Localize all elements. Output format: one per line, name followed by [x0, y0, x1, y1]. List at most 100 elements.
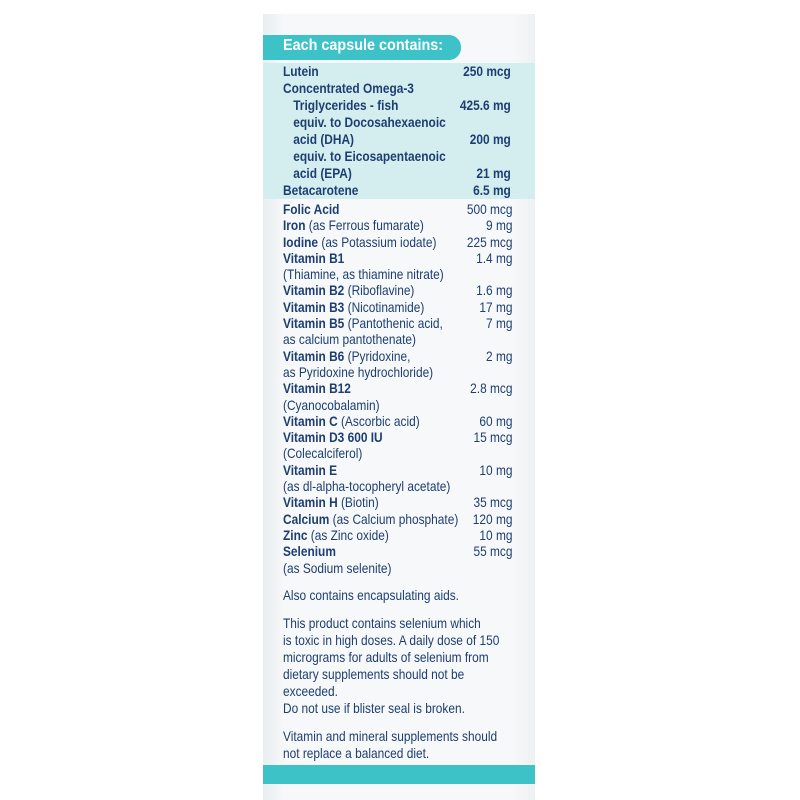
row: Iodine (as Potassium iodate) 225 mcg [283, 234, 513, 250]
note-line: This product contains selenium which [283, 614, 481, 631]
nutrient-detail: (Cyanocobalamin) [283, 396, 380, 413]
label-line: Calcium (as Calcium phosphate) [283, 511, 458, 527]
label-line: Vitamin B3 (Nicotinamide) [283, 299, 424, 315]
label: equiv. to Eicosapentaenoic acid (EPA) [283, 148, 446, 182]
label: Selenium (as Sodium selenite) [283, 543, 391, 576]
amount: 6.5 mg [473, 182, 511, 198]
nutrient-name: Vitamin B12 [283, 380, 351, 397]
amount: 60 mg [479, 412, 513, 429]
nutrient-detail: (Colecalciferol) [283, 445, 363, 462]
label: Triglycerides - fish [283, 97, 398, 114]
label-line: Lutein [283, 63, 319, 79]
label: Vitamin B1 (Thiamine, as thiamine nitrate… [283, 250, 444, 283]
nutrient-name: Calcium [283, 510, 330, 527]
label-line: Vitamin H (Biotin) [283, 494, 379, 510]
amount: 225 mcg [466, 233, 513, 250]
label-line: equiv. to Eicosapentaenoic [293, 148, 446, 164]
note-line: not replace a balanced diet. [283, 744, 430, 761]
row: Vitamin B12 (Cyanocobalamin) 2.8 mcg [283, 380, 513, 413]
amount: 21 mg [476, 165, 511, 181]
amount: 10 mg [479, 461, 513, 478]
label-line: Vitamin B12 [283, 380, 380, 396]
amount: 120 mg [472, 510, 513, 527]
label-line: Vitamin B5 (Pantothenic acid, [283, 315, 443, 331]
amount: 250 mcg [463, 63, 511, 79]
label-line: Vitamin E [283, 462, 450, 478]
highlight-band [263, 63, 535, 199]
label: Iron (as Ferrous fumarate) [283, 217, 424, 233]
nutrient-detail: (as Sodium selenite) [283, 559, 392, 576]
label: Vitamin B5 (Pantothenic acid, as calcium … [283, 315, 443, 348]
row: equiv. to Docosahexaenoic acid (DHA) 200 m… [283, 114, 513, 148]
nutrient-detail: (as Ferrous fumarate) [308, 217, 424, 234]
label: Vitamin B2 (Riboflavine) [283, 282, 414, 298]
nutrient-detail: (Nicotinamide) [347, 298, 425, 315]
amount: 2.8 mcg [470, 380, 513, 397]
row: Lutein 250 mcg [283, 63, 513, 80]
row: Betacarotene 6.5 mg [283, 182, 513, 199]
note: Vitamin and mineral supplements should no… [283, 728, 513, 762]
row: Vitamin B1 (Thiamine, as thiamine nitrate… [283, 250, 513, 283]
nutrient-detail: (Thiamine, as thiamine nitrate) [283, 266, 444, 283]
nutrient-detail: (as dl-alpha-tocopheryl acetate) [283, 478, 451, 495]
amount: 35 mcg [473, 494, 513, 511]
nutrient-name: Vitamin H [283, 494, 338, 511]
label-line: Vitamin D3 600 IU [283, 429, 383, 445]
label-line: equiv. to Docosahexaenoic [293, 114, 446, 130]
bottom-bar [263, 765, 535, 784]
amount: 10 mg [479, 526, 513, 543]
label: Vitamin D3 600 IU (Colecalciferol) [283, 429, 383, 462]
nutrient-name: Vitamin C [283, 412, 338, 429]
row: Vitamin C (Ascorbic acid) 60 mg [283, 413, 513, 429]
nutrient-name: Folic Acid [283, 201, 340, 217]
row: Vitamin B3 (Nicotinamide) 17 mg [283, 299, 513, 315]
highlighted-list: Lutein 250 mcg Concentrated Omega-3 Triglyc… [283, 63, 513, 199]
header-text: Each capsule contains: [283, 37, 444, 54]
label: Vitamin C (Ascorbic acid) [283, 413, 420, 429]
nutrient-detail: (as Potassium iodate) [321, 233, 437, 250]
note: Also contains encapsulating aids. [283, 587, 513, 604]
note-line: dietary supplements should not be exceed… [283, 665, 465, 699]
label: Iodine (as Potassium iodate) [283, 234, 436, 250]
label: Concentrated Omega-3 [283, 80, 414, 97]
nutrient-detail: (Pyridoxine, [347, 347, 411, 364]
nutrient-name: Vitamin B5 [283, 315, 345, 332]
nutrient-detail: (as Calcium phosphate) [332, 510, 459, 527]
label-line: acid (DHA) [293, 131, 355, 147]
nutrient-name: Vitamin B6 [283, 347, 345, 364]
row: Selenium (as Sodium selenite) 55 mcg [283, 543, 513, 576]
ingredient-list: Folic Acid 500 mcg Iron (as Ferrous fumara… [283, 201, 513, 576]
header-tab [263, 35, 461, 60]
row: Vitamin E (as dl-alpha-tocopheryl acetate… [283, 462, 513, 495]
label-line: Vitamin B2 (Riboflavine) [283, 282, 414, 298]
row: Iron (as Ferrous fumarate) 9 mg [283, 217, 513, 233]
nutrient-detail: (as Zinc oxide) [310, 526, 389, 543]
label: Zinc (as Zinc oxide) [283, 527, 389, 543]
label-line: Selenium [283, 543, 391, 559]
row: Vitamin B2 (Riboflavine) 1.6 mg [283, 282, 513, 298]
label-line: Vitamin C (Ascorbic acid) [283, 413, 420, 429]
nutrient-name: Vitamin D3 600 IU [283, 429, 383, 446]
amount: 7 mg [486, 315, 513, 332]
row: Concentrated Omega-3 [283, 80, 513, 97]
label-line: Zinc (as Zinc oxide) [283, 527, 389, 543]
nutrient-name: Vitamin E [283, 461, 338, 478]
row: Vitamin D3 600 IU (Colecalciferol) 15 mcg [283, 429, 513, 462]
row: Vitamin B5 (Pantothenic acid, as calcium … [283, 315, 513, 348]
label: Betacarotene [283, 182, 358, 199]
amount: 15 mcg [473, 429, 513, 446]
amount: 500 mcg [466, 201, 513, 217]
amount: 200 mg [469, 131, 511, 147]
nutrient-name: Vitamin B3 [283, 298, 345, 315]
label-line: Iron (as Ferrous fumarate) [283, 217, 424, 233]
label-line: Triglycerides - fish [293, 97, 399, 113]
label: Vitamin B6 (Pyridoxine, as Pyridoxine hyd… [283, 348, 433, 381]
nutrient-detail: (Riboflavine) [347, 282, 415, 299]
note-line: micrograms for adults of selenium from [283, 648, 489, 665]
nutrient-detail: (Pantothenic acid, [347, 315, 443, 332]
note-line: Do not use if blister seal is broken. [283, 699, 465, 716]
label-line: Vitamin B6 (Pyridoxine, [283, 348, 433, 364]
nutrient-name: Vitamin B2 [283, 282, 345, 299]
label-line: Vitamin B1 [283, 250, 444, 266]
row: Folic Acid 500 mcg [283, 201, 513, 217]
